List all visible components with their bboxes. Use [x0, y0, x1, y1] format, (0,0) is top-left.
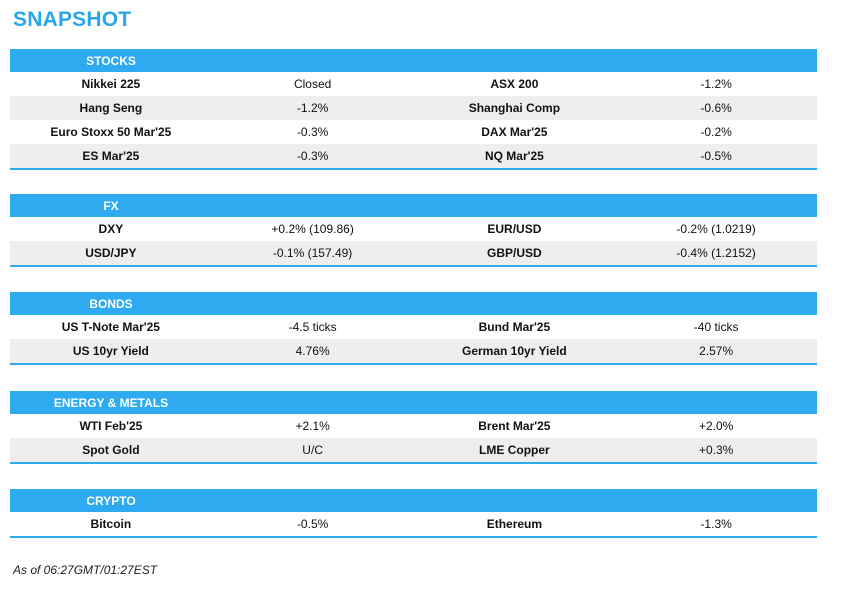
table-row: Spot Gold U/C LME Copper +0.3% [10, 438, 817, 462]
instrument-value: U/C [302, 443, 323, 457]
instrument-name: ES Mar'25 [82, 149, 140, 163]
table-row: ES Mar'25 -0.3% NQ Mar'25 -0.5% [10, 144, 817, 168]
instrument-name: GBP/USD [487, 246, 542, 260]
timestamp-note: As of 06:27GMT/01:27EST [13, 563, 158, 577]
section-divider [10, 536, 817, 538]
section-divider [10, 168, 817, 170]
section-stocks: STOCKS Nikkei 225 Closed ASX 200 -1.2% H… [10, 49, 817, 170]
instrument-value: -0.2% [700, 125, 732, 139]
instrument-value: 4.76% [295, 344, 330, 358]
instrument-name: US 10yr Yield [72, 344, 149, 358]
section-header: BONDS [10, 292, 817, 315]
table-row: US T-Note Mar'25 -4.5 ticks Bund Mar'25 … [10, 315, 817, 339]
instrument-name: Euro Stoxx 50 Mar'25 [50, 125, 172, 139]
section-bonds: BONDS US T-Note Mar'25 -4.5 ticks Bund M… [10, 292, 817, 365]
table-row: WTI Feb'25 +2.1% Brent Mar'25 +2.0% [10, 414, 817, 438]
instrument-name: Bund Mar'25 [478, 320, 551, 334]
instrument-name: USD/JPY [85, 246, 137, 260]
table-row: Bitcoin -0.5% Ethereum -1.3% [10, 512, 817, 536]
section-divider [10, 265, 817, 267]
instrument-value: +2.0% [698, 419, 734, 433]
page-title: SNAPSHOT [13, 8, 132, 31]
table-row: Nikkei 225 Closed ASX 200 -1.2% [10, 72, 817, 96]
instrument-name: Nikkei 225 [81, 77, 141, 91]
section-crypto: CRYPTO Bitcoin -0.5% Ethereum -1.3% [10, 489, 817, 538]
instrument-value: 2.57% [699, 344, 734, 358]
instrument-value: -0.5% [700, 149, 732, 163]
instrument-name: Bitcoin [90, 517, 132, 531]
section-title: ENERGY & METALS [53, 395, 169, 410]
instrument-name: German 10yr Yield [462, 344, 567, 358]
section-header: CRYPTO [10, 489, 817, 512]
instrument-value: -0.6% [700, 101, 732, 115]
instrument-value: -1.2% [296, 101, 329, 115]
instrument-value: Closed [293, 77, 332, 91]
table-row: USD/JPY -0.1% (157.49) GBP/USD -0.4% (1.… [10, 241, 817, 265]
instrument-value: -0.3% [296, 149, 329, 163]
instrument-value: -4.5 ticks [288, 320, 337, 334]
instrument-name: Shanghai Comp [468, 101, 561, 115]
table-row: US 10yr Yield 4.76% German 10yr Yield 2.… [10, 339, 817, 363]
instrument-value: -40 ticks [693, 320, 739, 334]
instrument-name: US T-Note Mar'25 [61, 320, 160, 334]
instrument-name: DXY [98, 222, 124, 236]
section-energy-metals: ENERGY & METALS WTI Feb'25 +2.1% Brent M… [10, 391, 817, 464]
instrument-value: -1.3% [700, 517, 732, 531]
instrument-value: -0.1% (157.49) [272, 246, 353, 260]
instrument-value: -0.2% (1.0219) [676, 222, 756, 236]
section-header: STOCKS [10, 49, 817, 72]
instrument-value: -0.3% [296, 125, 329, 139]
instrument-name: NQ Mar'25 [484, 149, 544, 163]
instrument-name: DAX Mar'25 [481, 125, 548, 139]
instrument-value: +2.1% [295, 419, 330, 433]
instrument-name: Ethereum [486, 517, 543, 531]
section-title: STOCKS [86, 53, 136, 68]
section-title: FX [103, 198, 119, 213]
instrument-value: -0.4% (1.2152) [676, 246, 756, 260]
instrument-name: Brent Mar'25 [478, 419, 551, 433]
instrument-value: -1.2% [700, 77, 732, 91]
section-fx: FX DXY +0.2% (109.86) EUR/USD -0.2% (1.0… [10, 194, 817, 267]
instrument-name: Spot Gold [82, 443, 140, 457]
section-title: CRYPTO [86, 493, 136, 508]
instrument-name: Hang Seng [79, 101, 143, 115]
instrument-value: -0.5% [296, 517, 329, 531]
table-row: Euro Stoxx 50 Mar'25 -0.3% DAX Mar'25 -0… [10, 120, 817, 144]
section-divider [10, 363, 817, 365]
section-header: FX [10, 194, 817, 217]
section-title: BONDS [89, 296, 133, 311]
table-row: DXY +0.2% (109.86) EUR/USD -0.2% (1.0219… [10, 217, 817, 241]
section-divider [10, 462, 817, 464]
table-row: Hang Seng -1.2% Shanghai Comp -0.6% [10, 96, 817, 120]
instrument-name: ASX 200 [490, 77, 539, 91]
instrument-name: WTI Feb'25 [79, 419, 143, 433]
instrument-name: LME Copper [479, 443, 550, 457]
instrument-value: +0.3% [698, 443, 734, 457]
section-header: ENERGY & METALS [10, 391, 817, 414]
instrument-name: EUR/USD [487, 222, 542, 236]
instrument-value: +0.2% (109.86) [271, 222, 354, 236]
